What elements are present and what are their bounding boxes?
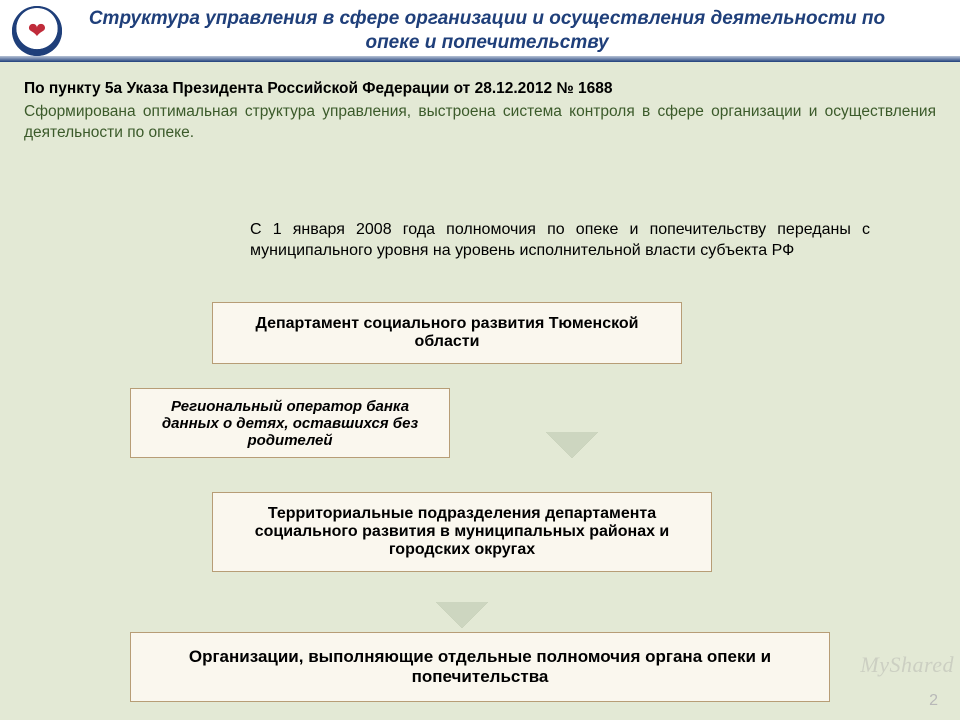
logo-badge: ❤ <box>12 6 62 56</box>
org-box-organizations: Организации, выполняющие отдельные полно… <box>130 632 830 702</box>
org-box-label: Департамент социального развития Тюменск… <box>231 315 663 351</box>
heart-icon: ❤ <box>28 20 46 42</box>
org-box-label: Организации, выполняющие отдельные полно… <box>149 647 811 687</box>
org-box-label: Региональный оператор банка данных о дет… <box>149 398 431 449</box>
slide-header: ❤ Структура управления в сфере организац… <box>0 0 960 62</box>
slide-body: По пункту 5а Указа Президента Российской… <box>0 62 960 720</box>
org-box-operator: Региональный оператор банка данных о дет… <box>130 388 450 458</box>
slide-title: Структура управления в сфере организации… <box>76 7 948 55</box>
intro-paragraph: Сформирована оптимальная структура управ… <box>24 102 936 144</box>
chevron-down-icon <box>436 602 488 628</box>
chevron-down-icon <box>546 432 598 458</box>
org-box-territorial: Территориальные подразделения департамен… <box>212 492 712 572</box>
page-number: 2 <box>929 692 938 710</box>
org-box-department: Департамент социального развития Тюменск… <box>212 302 682 364</box>
context-paragraph: С 1 января 2008 года полномочия по опеке… <box>250 220 870 262</box>
watermark-text: MyShared <box>860 652 954 678</box>
org-box-label: Территориальные подразделения департамен… <box>231 505 693 559</box>
intro-heading: По пункту 5а Указа Президента Российской… <box>24 80 936 98</box>
